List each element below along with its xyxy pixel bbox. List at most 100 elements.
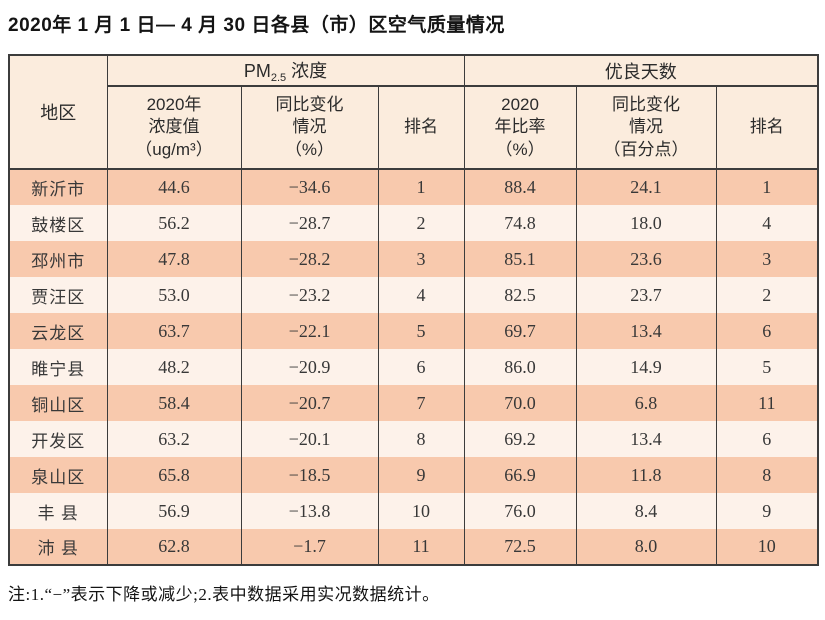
- rate-cell: 82.5: [463, 277, 577, 313]
- rate-change-cell: 23.7: [575, 277, 717, 313]
- table-row: 泉山区 65.8 −18.5 9 66.9 11.8 8: [8, 457, 819, 493]
- rate-change-cell: 8.0: [575, 529, 717, 565]
- table-row: 铜山区 58.4 −20.7 7 70.0 6.8 11: [8, 385, 819, 421]
- table-row: 邳州市 47.8 −28.2 3 85.1 23.6 3: [8, 241, 819, 277]
- col-header-rate-rank: 排名: [715, 86, 819, 170]
- pm-change-cell: −28.7: [240, 205, 379, 241]
- rate-rank-cell: 5: [715, 349, 819, 385]
- footnote: 注:1.“−”表示下降或减少;2.表中数据采用实况数据统计。: [8, 585, 440, 604]
- table-header: 地区 PM2.5 浓度 优良天数 2020年 浓度值 （ug/m³） 同比变化 …: [8, 55, 819, 170]
- pm-change-cell: −13.8: [240, 493, 379, 529]
- region-cell: 铜山区: [8, 385, 108, 421]
- col-group-good-days: 优良天数: [463, 55, 819, 87]
- pm-rank-cell: 9: [377, 457, 465, 493]
- region-cell: 丰 县: [8, 493, 108, 529]
- rate-cell: 72.5: [463, 529, 577, 565]
- pm-value-cell: 56.9: [106, 493, 242, 529]
- air-quality-table: 地区 PM2.5 浓度 优良天数 2020年 浓度值 （ug/m³） 同比变化 …: [8, 54, 820, 566]
- rate-cell: 69.2: [463, 421, 577, 457]
- rate-rank-cell: 8: [715, 457, 819, 493]
- table-row: 鼓楼区 56.2 −28.7 2 74.8 18.0 4: [8, 205, 819, 241]
- region-cell: 鼓楼区: [8, 205, 108, 241]
- pm25-prefix: PM: [243, 61, 271, 81]
- table-row: 贾汪区 53.0 −23.2 4 82.5 23.7 2: [8, 277, 819, 313]
- rate-rank-cell: 2: [715, 277, 819, 313]
- pm-rank-cell: 10: [377, 493, 465, 529]
- sub-header-row: 2020年 浓度值 （ug/m³） 同比变化 情况 （%） 排名 2020 年比…: [9, 86, 819, 170]
- pm-value-cell: 62.8: [106, 529, 242, 565]
- pm-rank-cell: 7: [377, 385, 465, 421]
- table-row: 开发区 63.2 −20.1 8 69.2 13.4 6: [8, 421, 819, 457]
- rate-change-cell: 14.9: [575, 349, 717, 385]
- rate-rank-cell: 11: [715, 385, 819, 421]
- region-cell: 新沂市: [8, 169, 108, 205]
- rate-rank-cell: 1: [715, 169, 819, 205]
- col-group-pm25: PM2.5 浓度: [106, 55, 465, 87]
- pm-rank-cell: 2: [377, 205, 465, 241]
- group-header-row: 地区 PM2.5 浓度 优良天数: [8, 55, 819, 170]
- col-header-pm-rank: 排名: [377, 86, 465, 170]
- rate-rank-cell: 3: [715, 241, 819, 277]
- pm-change-cell: −28.2: [240, 241, 379, 277]
- table-row: 睢宁县 48.2 −20.9 6 86.0 14.9 5: [8, 349, 819, 385]
- rate-change-cell: 6.8: [575, 385, 717, 421]
- rate-cell: 69.7: [463, 313, 577, 349]
- pm-change-cell: −23.2: [240, 277, 379, 313]
- pm-change-cell: −22.1: [240, 313, 379, 349]
- pm-rank-cell: 3: [377, 241, 465, 277]
- region-cell: 沛 县: [8, 529, 108, 565]
- pm-rank-cell: 8: [377, 421, 465, 457]
- pm-value-cell: 53.0: [106, 277, 242, 313]
- pm-change-cell: −20.7: [240, 385, 379, 421]
- pm-rank-cell: 5: [377, 313, 465, 349]
- rate-rank-cell: 9: [715, 493, 819, 529]
- col-header-pm-change: 同比变化 情况 （%）: [240, 86, 379, 170]
- rate-change-cell: 24.1: [575, 169, 717, 205]
- pm25-label: 浓度: [286, 61, 328, 81]
- rate-rank-cell: 6: [715, 313, 819, 349]
- rate-cell: 70.0: [463, 385, 577, 421]
- rate-change-cell: 8.4: [575, 493, 717, 529]
- rate-change-cell: 13.4: [575, 421, 717, 457]
- pm-change-cell: −1.7: [240, 529, 379, 565]
- pm-value-cell: 44.6: [106, 169, 242, 205]
- pm-rank-cell: 6: [377, 349, 465, 385]
- region-cell: 睢宁县: [8, 349, 108, 385]
- col-header-region: 地区: [8, 55, 108, 170]
- rate-change-cell: 13.4: [575, 313, 717, 349]
- table-row: 新沂市 44.6 −34.6 1 88.4 24.1 1: [8, 169, 819, 205]
- rate-rank-cell: 6: [715, 421, 819, 457]
- pm-value-cell: 63.7: [106, 313, 242, 349]
- pm-value-cell: 48.2: [106, 349, 242, 385]
- pm-rank-cell: 1: [377, 169, 465, 205]
- pm-value-cell: 65.8: [106, 457, 242, 493]
- pm-rank-cell: 4: [377, 277, 465, 313]
- pm-change-cell: −34.6: [240, 169, 379, 205]
- rate-cell: 85.1: [463, 241, 577, 277]
- rate-cell: 88.4: [463, 169, 577, 205]
- table-row: 云龙区 63.7 −22.1 5 69.7 13.4 6: [8, 313, 819, 349]
- pm-value-cell: 47.8: [106, 241, 242, 277]
- pm25-subscript: 2.5: [270, 72, 287, 84]
- rate-rank-cell: 10: [715, 529, 819, 565]
- rate-cell: 74.8: [463, 205, 577, 241]
- region-cell: 贾汪区: [8, 277, 108, 313]
- pm-change-cell: −18.5: [240, 457, 379, 493]
- pm-change-cell: −20.9: [240, 349, 379, 385]
- rate-change-cell: 11.8: [575, 457, 717, 493]
- page-title: 2020年 1 月 1 日— 4 月 30 日各县（市）区空气质量情况: [8, 15, 505, 36]
- col-header-rate: 2020 年比率 （%）: [463, 86, 577, 170]
- region-cell: 泉山区: [8, 457, 108, 493]
- pm-rank-cell: 11: [377, 529, 465, 565]
- region-cell: 开发区: [8, 421, 108, 457]
- rate-change-cell: 23.6: [575, 241, 717, 277]
- pm-change-cell: −20.1: [240, 421, 379, 457]
- pm-value-cell: 56.2: [106, 205, 242, 241]
- region-cell: 邳州市: [8, 241, 108, 277]
- col-header-rate-change: 同比变化 情况 （百分点）: [575, 86, 717, 170]
- rate-cell: 66.9: [463, 457, 577, 493]
- rate-cell: 76.0: [463, 493, 577, 529]
- table-body: 新沂市 44.6 −34.6 1 88.4 24.1 1 鼓楼区 56.2 −2…: [8, 169, 819, 565]
- pm-value-cell: 63.2: [106, 421, 242, 457]
